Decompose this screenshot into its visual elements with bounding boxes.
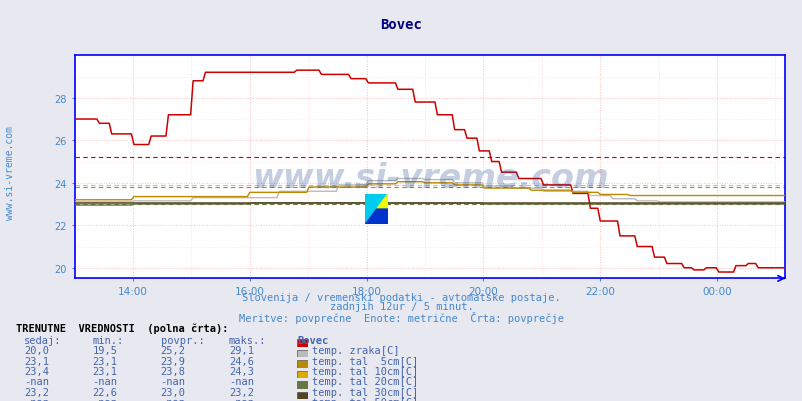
Text: povpr.:: povpr.: <box>160 335 204 345</box>
Text: -nan: -nan <box>24 377 49 387</box>
Text: temp. tal  5cm[C]: temp. tal 5cm[C] <box>311 356 417 366</box>
Text: temp. tal 10cm[C]: temp. tal 10cm[C] <box>311 366 417 376</box>
Text: temp. tal 50cm[C]: temp. tal 50cm[C] <box>311 397 417 401</box>
Text: zadnjih 12ur / 5 minut.: zadnjih 12ur / 5 minut. <box>329 302 473 312</box>
Polygon shape <box>365 194 376 225</box>
Text: -nan: -nan <box>92 377 117 387</box>
Text: -nan: -nan <box>92 397 117 401</box>
Text: 29,1: 29,1 <box>229 345 253 355</box>
Text: Bovec: Bovec <box>380 18 422 32</box>
Text: TRENUTNE  VREDNOSTI  (polna črta):: TRENUTNE VREDNOSTI (polna črta): <box>16 323 229 333</box>
Text: 23,1: 23,1 <box>24 356 49 366</box>
Text: 23,2: 23,2 <box>229 387 253 397</box>
Text: Bovec: Bovec <box>297 335 328 345</box>
Text: 23,8: 23,8 <box>160 366 185 376</box>
Text: -nan: -nan <box>229 397 253 401</box>
Text: 23,4: 23,4 <box>24 366 49 376</box>
Text: temp. tal 20cm[C]: temp. tal 20cm[C] <box>311 377 417 387</box>
Text: www.si-vreme.com: www.si-vreme.com <box>5 126 14 219</box>
Text: www.si-vreme.com: www.si-vreme.com <box>251 162 608 195</box>
Text: 23,2: 23,2 <box>24 387 49 397</box>
Text: Meritve: povprečne  Enote: metrične  Črta: povprečje: Meritve: povprečne Enote: metrične Črta:… <box>239 311 563 323</box>
Polygon shape <box>365 194 387 209</box>
Text: temp. tal 30cm[C]: temp. tal 30cm[C] <box>311 387 417 397</box>
Polygon shape <box>376 194 387 209</box>
Text: temp. zraka[C]: temp. zraka[C] <box>311 345 399 355</box>
Text: 23,1: 23,1 <box>92 356 117 366</box>
Text: 24,6: 24,6 <box>229 356 253 366</box>
Text: maks.:: maks.: <box>229 335 266 345</box>
Text: Slovenija / vremenski podatki - avtomatske postaje.: Slovenija / vremenski podatki - avtomats… <box>242 292 560 302</box>
Text: 23,0: 23,0 <box>160 387 185 397</box>
Text: 19,5: 19,5 <box>92 345 117 355</box>
Text: 24,3: 24,3 <box>229 366 253 376</box>
Text: 20,0: 20,0 <box>24 345 49 355</box>
Text: 23,1: 23,1 <box>92 366 117 376</box>
Text: 25,2: 25,2 <box>160 345 185 355</box>
Text: -nan: -nan <box>160 377 185 387</box>
Text: -nan: -nan <box>229 377 253 387</box>
Text: 23,9: 23,9 <box>160 356 185 366</box>
Text: -nan: -nan <box>24 397 49 401</box>
Text: min.:: min.: <box>92 335 124 345</box>
Polygon shape <box>376 209 387 225</box>
Text: sedaj:: sedaj: <box>24 335 62 345</box>
Text: 22,6: 22,6 <box>92 387 117 397</box>
Text: -nan: -nan <box>160 397 185 401</box>
Polygon shape <box>365 209 387 225</box>
